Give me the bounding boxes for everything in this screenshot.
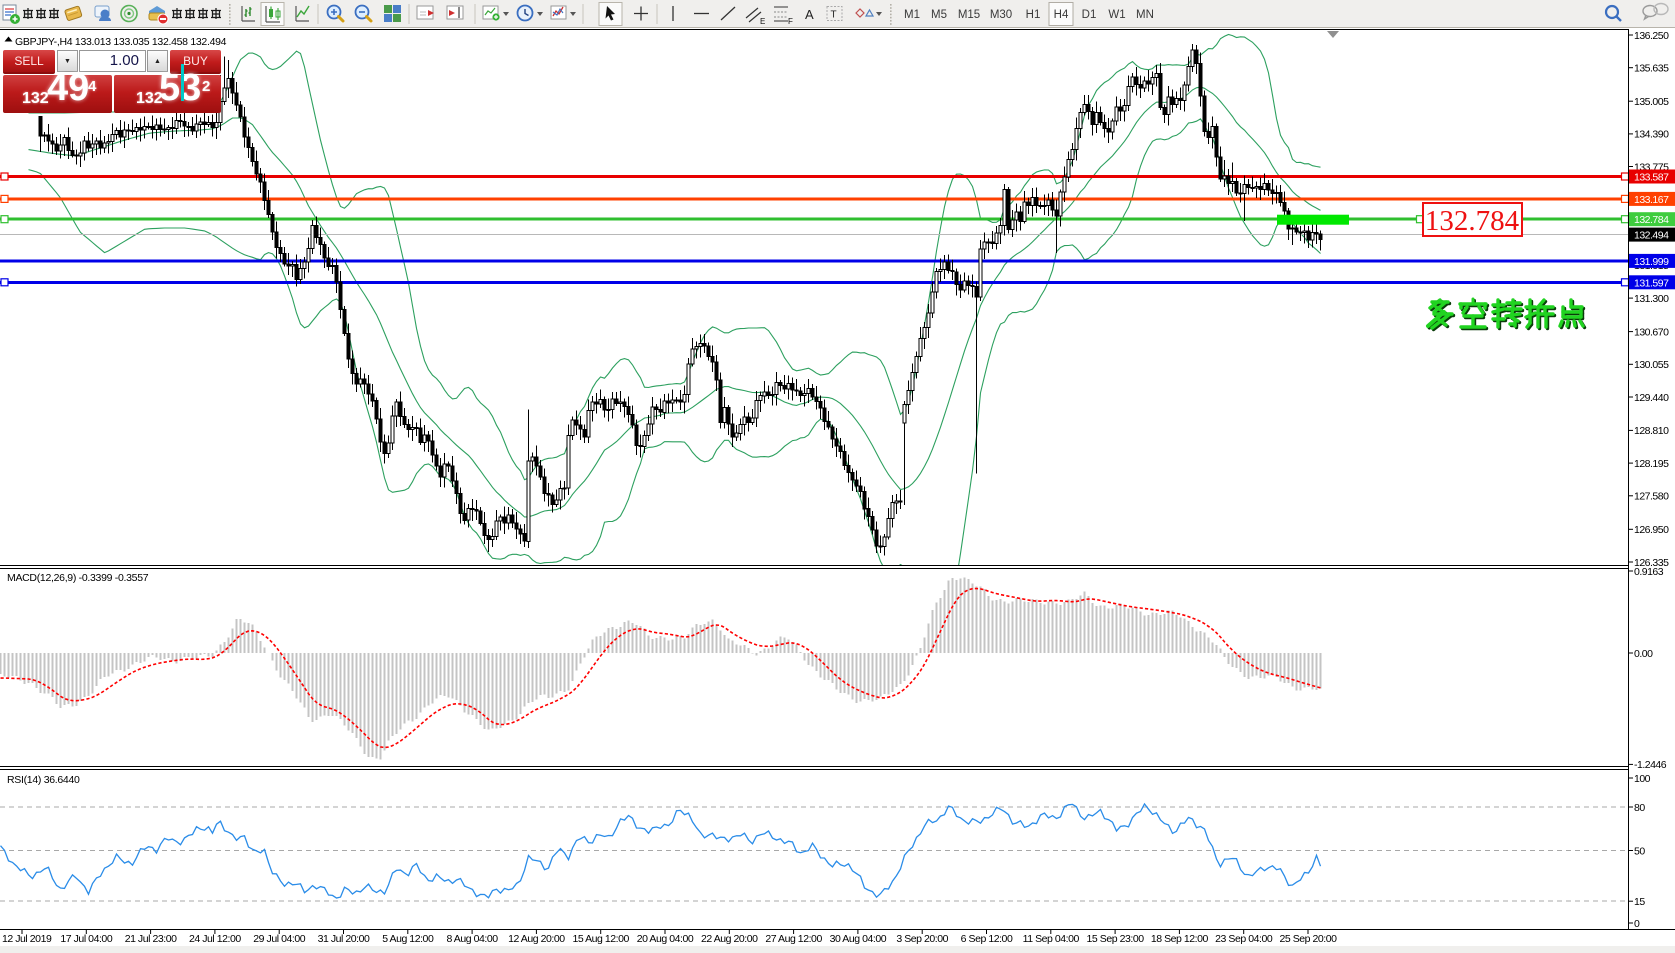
svg-text:17 Jul 04:00: 17 Jul 04:00 — [60, 933, 112, 945]
svg-text:GBPJPY-,H4 133.013 133.035 13: GBPJPY-,H4 133.013 133.035 132.458 132.4… — [15, 36, 227, 48]
svg-text:80: 80 — [1634, 802, 1645, 814]
svg-text:132.784: 132.784 — [1425, 205, 1520, 237]
svg-text:0: 0 — [1634, 918, 1640, 930]
svg-text:F: F — [788, 17, 793, 26]
svg-text:18 Sep 12:00: 18 Sep 12:00 — [1151, 933, 1209, 945]
svg-text:8 Aug 04:00: 8 Aug 04:00 — [447, 933, 499, 945]
svg-text:25 Sep 20:00: 25 Sep 20:00 — [1279, 933, 1337, 945]
svg-text:126.950: 126.950 — [1634, 524, 1669, 536]
svg-text:M30: M30 — [990, 9, 1012, 21]
svg-text:131.597: 131.597 — [1634, 277, 1669, 289]
svg-text:50: 50 — [1634, 845, 1645, 857]
svg-text:W1: W1 — [1108, 9, 1125, 21]
svg-text:22 Aug 20:00: 22 Aug 20:00 — [701, 933, 758, 945]
svg-text:M5: M5 — [931, 9, 947, 21]
svg-text:E: E — [760, 17, 765, 26]
svg-text:H4: H4 — [1054, 9, 1069, 21]
svg-text:132.784: 132.784 — [1634, 214, 1669, 226]
svg-text:126.335: 126.335 — [1634, 557, 1669, 569]
svg-text:31 Jul 20:00: 31 Jul 20:00 — [318, 933, 370, 945]
svg-text:M15: M15 — [958, 9, 980, 21]
svg-text:136.250: 136.250 — [1634, 30, 1669, 42]
svg-text:12 Aug 20:00: 12 Aug 20:00 — [508, 933, 565, 945]
svg-text:-1.2446: -1.2446 — [1634, 759, 1667, 771]
svg-text:15 Aug 12:00: 15 Aug 12:00 — [572, 933, 629, 945]
svg-text:130.055: 130.055 — [1634, 359, 1669, 371]
svg-text:M1: M1 — [904, 9, 920, 21]
svg-text:15 Sep 23:00: 15 Sep 23:00 — [1087, 933, 1145, 945]
svg-text:20 Aug 04:00: 20 Aug 04:00 — [637, 933, 694, 945]
svg-text:131.999: 131.999 — [1634, 256, 1669, 268]
svg-text:135.005: 135.005 — [1634, 96, 1669, 108]
svg-text:RSI(14) 36.6440: RSI(14) 36.6440 — [7, 774, 80, 786]
svg-text:131.300: 131.300 — [1634, 293, 1669, 305]
svg-text:30 Aug 04:00: 30 Aug 04:00 — [830, 933, 887, 945]
svg-text:133.167: 133.167 — [1634, 194, 1669, 206]
svg-text:128.195: 128.195 — [1634, 458, 1669, 470]
svg-text:6 Sep 12:00: 6 Sep 12:00 — [961, 933, 1013, 945]
svg-text:D1: D1 — [1082, 9, 1097, 21]
svg-text:A: A — [805, 7, 814, 22]
svg-text:21 Jul 23:00: 21 Jul 23:00 — [125, 933, 177, 945]
svg-text:27 Aug 12:00: 27 Aug 12:00 — [765, 933, 822, 945]
svg-text:134.390: 134.390 — [1634, 129, 1669, 141]
svg-text:H1: H1 — [1026, 9, 1041, 21]
svg-text:11 Sep 04:00: 11 Sep 04:00 — [1023, 933, 1080, 945]
svg-text:133.587: 133.587 — [1634, 172, 1669, 184]
svg-text:MACD(12,26,9) -0.3399 -0.3557: MACD(12,26,9) -0.3399 -0.3557 — [7, 572, 149, 584]
svg-text:130.670: 130.670 — [1634, 326, 1669, 338]
svg-text:132.494: 132.494 — [1634, 230, 1669, 242]
svg-text:29 Jul 04:00: 29 Jul 04:00 — [253, 933, 305, 945]
svg-text:127.580: 127.580 — [1634, 491, 1669, 503]
svg-text:0.9163: 0.9163 — [1634, 566, 1664, 578]
svg-text:MN: MN — [1136, 9, 1154, 21]
svg-text:129.440: 129.440 — [1634, 392, 1669, 404]
svg-text:23 Sep 04:00: 23 Sep 04:00 — [1215, 933, 1273, 945]
svg-text:15: 15 — [1634, 896, 1645, 908]
svg-text:24 Jul 12:00: 24 Jul 12:00 — [189, 933, 241, 945]
svg-text:T: T — [831, 10, 837, 21]
svg-text:135.635: 135.635 — [1634, 63, 1669, 75]
svg-text:100: 100 — [1634, 773, 1651, 785]
svg-text:5 Aug 12:00: 5 Aug 12:00 — [382, 933, 434, 945]
svg-text:3 Sep 20:00: 3 Sep 20:00 — [896, 933, 948, 945]
svg-text:128.810: 128.810 — [1634, 425, 1669, 437]
svg-text:12 Jul 2019: 12 Jul 2019 — [2, 933, 52, 945]
svg-text:0.00: 0.00 — [1634, 648, 1653, 660]
